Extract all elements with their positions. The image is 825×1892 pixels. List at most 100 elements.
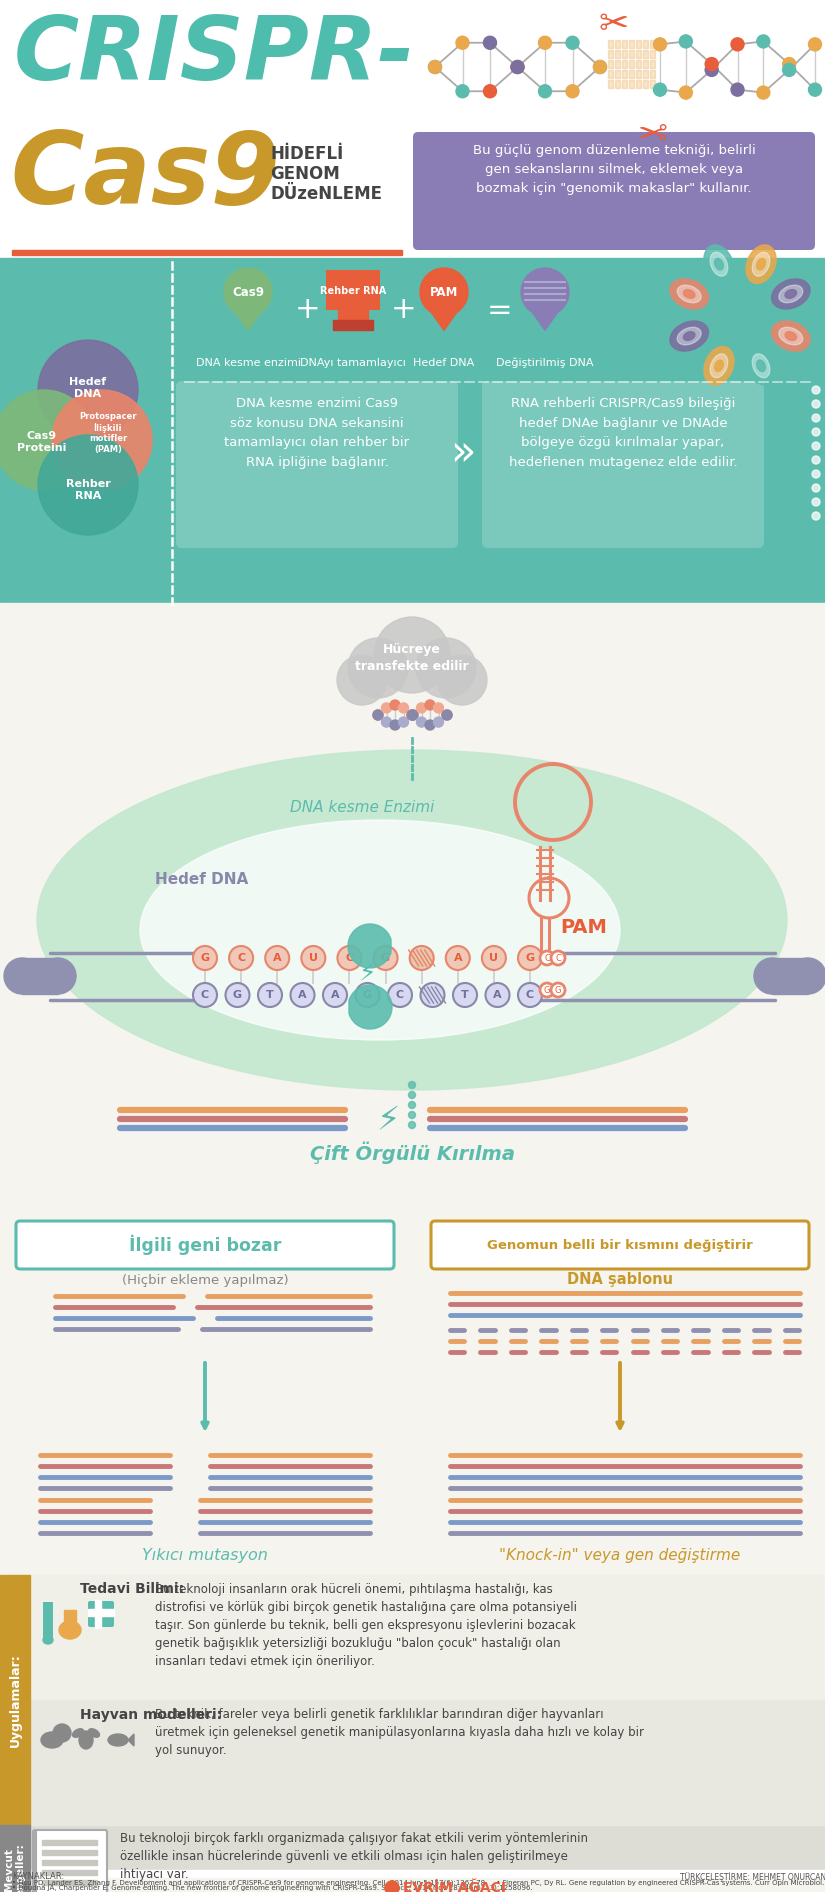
Text: • Hsu PD, Lander ES, Zhang F. Development and applications of CRISPR-Cas9 for ge: • Hsu PD, Lander ES, Zhang F. Developmen… [12, 1879, 825, 1886]
Circle shape [679, 34, 692, 47]
Bar [629, 61, 634, 68]
Circle shape [540, 984, 554, 997]
Circle shape [381, 704, 392, 713]
Text: İlgili geni bozar: İlgili geni bozar [129, 1235, 281, 1254]
Circle shape [416, 638, 476, 698]
Text: +: + [295, 295, 321, 325]
Circle shape [52, 390, 152, 490]
Bar [0, 1826, 825, 1892]
Ellipse shape [779, 286, 803, 303]
FancyBboxPatch shape [88, 1601, 114, 1627]
Bar [333, 320, 373, 329]
FancyBboxPatch shape [176, 380, 458, 549]
Text: CRISPR-: CRISPR- [14, 11, 415, 98]
Bar [338, 308, 368, 324]
Bar [643, 79, 648, 89]
Bar [42, 1850, 97, 1854]
Circle shape [428, 61, 441, 74]
Circle shape [483, 36, 497, 49]
Ellipse shape [73, 1729, 83, 1737]
Text: DNAyı tamamlayıcı: DNAyı tamamlayıcı [300, 358, 406, 369]
Text: TÜRKÇELEŞTİRME: MEHMET ONURCAN KAYA: TÜRKÇELEŞTİRME: MEHMET ONURCAN KAYA [680, 1871, 825, 1883]
FancyBboxPatch shape [482, 380, 764, 549]
Circle shape [812, 469, 820, 479]
Circle shape [593, 61, 606, 74]
Bar [650, 70, 655, 78]
Bar [22, 957, 58, 993]
Bar [636, 61, 641, 68]
Text: +: + [391, 295, 417, 325]
Bar [326, 271, 380, 310]
Circle shape [812, 484, 820, 492]
Circle shape [420, 269, 468, 316]
Text: DNA kesme Enzimi: DNA kesme Enzimi [290, 800, 435, 815]
Circle shape [705, 57, 719, 70]
Circle shape [348, 638, 408, 698]
Circle shape [425, 721, 435, 730]
Circle shape [290, 984, 314, 1007]
Circle shape [539, 36, 551, 49]
Text: T: T [461, 990, 469, 1001]
Bar [643, 61, 648, 68]
Text: G: G [554, 986, 561, 995]
Text: KAYNAKLAR:: KAYNAKLAR: [12, 1871, 64, 1881]
Circle shape [483, 85, 497, 98]
Bar [622, 79, 627, 89]
Circle shape [337, 655, 387, 706]
Bar [615, 61, 620, 68]
Bar [636, 70, 641, 78]
Ellipse shape [683, 331, 695, 341]
Circle shape [705, 64, 719, 76]
Text: Hayvan modelleri:: Hayvan modelleri: [80, 1708, 222, 1722]
Circle shape [417, 717, 427, 727]
Text: Hedef DNA: Hedef DNA [413, 358, 474, 369]
Text: Çift Örgülü Kırılma: Çift Örgülü Kırılma [309, 1143, 515, 1164]
Text: Rehber RNA: Rehber RNA [320, 286, 386, 295]
Bar [615, 79, 620, 89]
Text: =: = [488, 295, 513, 325]
Bar [0, 604, 825, 778]
Text: HİDEFLİ: HİDEFLİ [270, 146, 343, 163]
Circle shape [408, 1111, 416, 1118]
Polygon shape [528, 307, 562, 331]
Circle shape [511, 61, 524, 74]
Circle shape [783, 64, 795, 76]
Circle shape [421, 984, 445, 1007]
Text: C: C [555, 954, 561, 963]
Circle shape [373, 710, 383, 721]
Circle shape [679, 85, 692, 98]
Circle shape [812, 414, 820, 422]
Text: C: C [526, 990, 534, 1001]
Circle shape [224, 269, 272, 316]
Circle shape [653, 83, 667, 96]
Bar [0, 257, 825, 604]
Bar [0, 1574, 30, 1826]
Circle shape [38, 341, 138, 441]
Bar [608, 49, 613, 59]
Bar [615, 40, 620, 47]
Circle shape [225, 984, 249, 1007]
Bar [643, 40, 648, 47]
Bar [64, 1610, 76, 1633]
Circle shape [390, 700, 400, 710]
Bar [30, 1701, 825, 1826]
Text: A: A [493, 990, 502, 1001]
Bar [0, 1869, 825, 1892]
Bar [95, 1601, 101, 1627]
Text: "Knock-in" veya gen değiştirme: "Knock-in" veya gen değiştirme [499, 1548, 741, 1563]
Text: ✂: ✂ [635, 110, 665, 144]
Text: A: A [331, 990, 339, 1001]
Text: Bu teknik, fareler veya belirli genetik farklılıklar barındıran diğer hayvanları: Bu teknik, fareler veya belirli genetik … [155, 1708, 644, 1758]
Bar [0, 730, 825, 1099]
Text: C: C [237, 954, 245, 963]
Polygon shape [427, 307, 461, 331]
Bar [636, 49, 641, 59]
Circle shape [385, 1881, 399, 1892]
Text: PAM: PAM [560, 918, 607, 937]
Circle shape [425, 700, 435, 710]
Bar [30, 1574, 825, 1701]
Ellipse shape [752, 354, 770, 378]
Ellipse shape [683, 289, 695, 299]
Ellipse shape [43, 1637, 53, 1644]
Ellipse shape [785, 289, 797, 299]
